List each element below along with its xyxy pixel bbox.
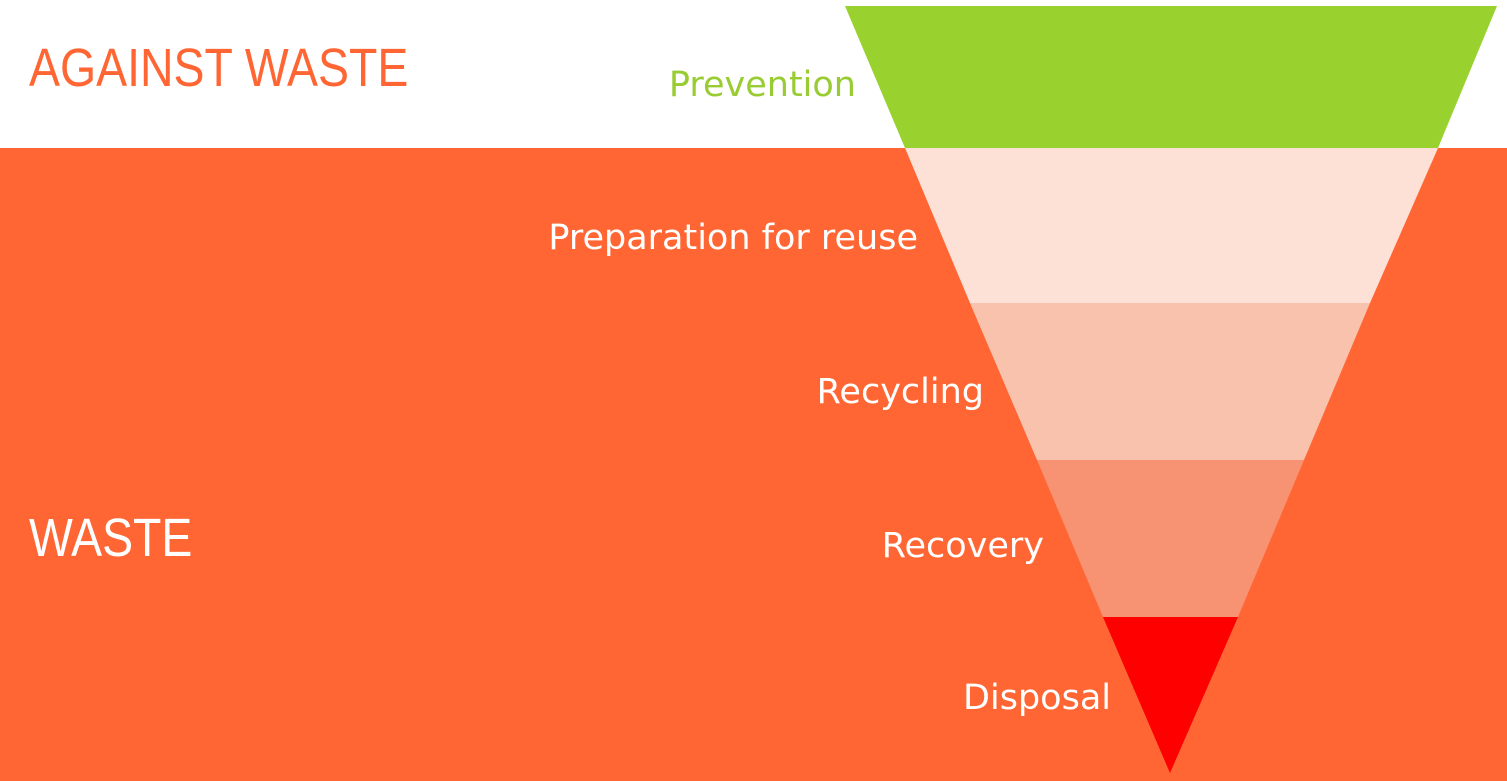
level-label-recovery: Recovery [881,526,1044,566]
funnel-level-preparation-for-reuse [905,148,1438,303]
against-waste-title: AGAINST WASTE [29,38,409,98]
level-label-recycling: Recycling [816,372,984,412]
funnel-level-disposal [1103,617,1238,773]
waste-title: WASTE [29,508,193,568]
funnel-level-recycling [970,303,1370,460]
level-label-disposal: Disposal [963,678,1111,718]
funnel-level-recovery [1037,460,1304,617]
level-label-prevention: Prevention [668,65,856,105]
funnel-level-prevention [845,6,1497,148]
level-label-preparation-for-reuse: Preparation for reuse [548,218,918,258]
